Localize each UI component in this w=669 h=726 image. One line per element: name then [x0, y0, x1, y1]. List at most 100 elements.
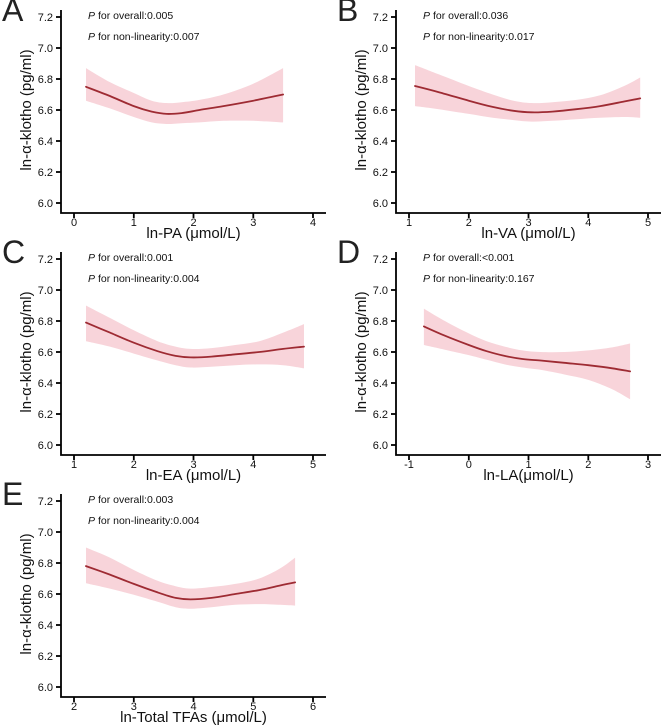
p-symbol: P	[88, 273, 96, 285]
p-nonlinearity-text: for non-linearity:0.167	[432, 273, 535, 285]
p-symbol: P	[88, 10, 96, 22]
svg-text:7.0: 7.0	[373, 43, 388, 55]
svg-text:7.0: 7.0	[38, 285, 53, 297]
svg-text:6.6: 6.6	[38, 589, 53, 601]
svg-text:3: 3	[131, 701, 137, 713]
p-overall-annotation: P for overall:<0.001	[423, 248, 535, 269]
p-overall-annotation: P for overall:0.003	[88, 490, 200, 511]
pvalue-annotations: P for overall:0.003 P for non-linearity:…	[88, 490, 200, 532]
svg-text:ln-LA(μmol/L): ln-LA(μmol/L)	[483, 467, 573, 484]
svg-text:7.2: 7.2	[38, 12, 53, 24]
pvalue-annotations: P for overall:0.001 P for non-linearity:…	[88, 248, 200, 290]
pvalue-annotations: P for overall:0.036 P for non-linearity:…	[423, 6, 535, 48]
svg-text:6.0: 6.0	[38, 440, 53, 452]
svg-text:2: 2	[466, 217, 472, 229]
svg-text:2: 2	[71, 701, 77, 713]
pvalue-annotations: P for overall:<0.001 P for non-linearity…	[423, 248, 535, 290]
svg-text:4: 4	[585, 217, 591, 229]
panel-a: 6.0 6.2 6.4 6.6 6.8 7.0 7.2 0 1 2 3 4 ln-PA (μmol/L)…	[0, 0, 334, 242]
svg-text:4: 4	[250, 459, 256, 471]
svg-text:0: 0	[466, 459, 472, 471]
svg-text:ln-EA (μmol/L): ln-EA (μmol/L)	[146, 467, 241, 484]
svg-text:ln-PA (μmol/L): ln-PA (μmol/L)	[146, 225, 240, 242]
panel-b: 6.0 6.2 6.4 6.6 6.8 7.0 7.2 1 2 3 4 5 ln-VA (μmol/L)…	[335, 0, 669, 242]
panel-e: 6.0 6.2 6.4 6.6 6.8 7.0 7.2 2 3 4 5 6 ln-Total TFAs …	[0, 478, 334, 726]
svg-text:1: 1	[406, 217, 412, 229]
svg-text:1: 1	[71, 459, 77, 471]
svg-text:7.2: 7.2	[373, 254, 388, 266]
svg-text:6.2: 6.2	[373, 167, 388, 179]
svg-text:3: 3	[645, 459, 651, 471]
spline-chart-pa: 6.0 6.2 6.4 6.6 6.8 7.0 7.2 0 1 2 3 4 ln-PA (μmol/L)…	[18, 10, 326, 242]
p-symbol: P	[423, 31, 431, 43]
svg-text:7.0: 7.0	[38, 527, 53, 539]
svg-text:6.0: 6.0	[373, 440, 388, 452]
spline-chart-va: 6.0 6.2 6.4 6.6 6.8 7.0 7.2 1 2 3 4 5 ln-VA (μmol/L)…	[353, 10, 661, 242]
p-symbol: P	[423, 10, 431, 22]
svg-text:3: 3	[250, 217, 256, 229]
p-overall-text: for overall:0.005	[97, 10, 174, 22]
svg-text:6.8: 6.8	[373, 74, 388, 86]
p-nonlinearity-text: for non-linearity:0.007	[97, 31, 200, 43]
svg-text:ln-α-klotho (pg/ml): ln-α-klotho (pg/ml)	[18, 533, 35, 654]
svg-text:3: 3	[190, 459, 196, 471]
svg-text:6.0: 6.0	[373, 198, 388, 210]
svg-text:5: 5	[645, 217, 651, 229]
p-symbol: P	[88, 515, 96, 527]
svg-text:2: 2	[585, 459, 591, 471]
svg-text:2: 2	[131, 459, 137, 471]
spline-chart-total-tfas: 6.0 6.2 6.4 6.6 6.8 7.0 7.2 2 3 4 5 6 ln-Total TFAs …	[18, 494, 326, 726]
p-overall-annotation: P for overall:0.005	[88, 6, 200, 27]
p-nonlinearity-text: for non-linearity:0.017	[432, 31, 535, 43]
svg-text:7.2: 7.2	[373, 12, 388, 24]
p-overall-text: for overall:0.036	[432, 10, 509, 22]
panel-label-b: B	[337, 0, 359, 28]
svg-text:6.8: 6.8	[38, 74, 53, 86]
p-overall-text: for overall:0.003	[97, 494, 174, 506]
p-symbol: P	[423, 252, 431, 264]
p-nonlinearity-text: for non-linearity:0.004	[97, 273, 200, 285]
svg-text:6.6: 6.6	[38, 105, 53, 117]
svg-text:ln-α-klotho (pg/ml): ln-α-klotho (pg/ml)	[18, 291, 35, 412]
panel-label-a: A	[2, 0, 24, 28]
spline-chart-ea: 6.0 6.2 6.4 6.6 6.8 7.0 7.2 1 2 3 4 5 ln-EA (μmol/L)…	[18, 252, 326, 484]
pvalue-annotations: P for overall:0.005 P for non-linearity:…	[88, 6, 200, 48]
svg-text:7.0: 7.0	[38, 43, 53, 55]
svg-text:6.4: 6.4	[38, 620, 53, 632]
panel-label-e: E	[2, 476, 24, 512]
p-symbol: P	[88, 252, 96, 264]
svg-text:5: 5	[250, 701, 256, 713]
p-nonlinearity-annotation: P for non-linearity:0.007	[88, 27, 200, 48]
svg-text:6.2: 6.2	[373, 409, 388, 421]
spline-chart-la: 6.0 6.2 6.4 6.6 6.8 7.0 7.2 -1 0 1 2 3 ln-LA(μmol/L)…	[353, 252, 661, 484]
svg-text:6.0: 6.0	[38, 198, 53, 210]
panel-label-d: D	[337, 234, 361, 270]
panel-label-c: C	[2, 234, 26, 270]
svg-text:7.2: 7.2	[38, 496, 53, 508]
svg-text:6.0: 6.0	[38, 682, 53, 694]
svg-text:6.4: 6.4	[373, 136, 388, 148]
svg-text:1: 1	[525, 459, 531, 471]
panel-c: 6.0 6.2 6.4 6.6 6.8 7.0 7.2 1 2 3 4 5 ln-EA (μmol/L)…	[0, 236, 334, 484]
p-overall-text: for overall:0.001	[97, 252, 174, 264]
svg-text:6.6: 6.6	[38, 347, 53, 359]
p-nonlinearity-annotation: P for non-linearity:0.004	[88, 269, 200, 290]
p-nonlinearity-annotation: P for non-linearity:0.167	[423, 269, 535, 290]
svg-text:ln-VA (μmol/L): ln-VA (μmol/L)	[481, 225, 575, 242]
svg-text:6.8: 6.8	[38, 558, 53, 570]
svg-text:7.0: 7.0	[373, 285, 388, 297]
svg-text:6.6: 6.6	[373, 347, 388, 359]
p-overall-annotation: P for overall:0.036	[423, 6, 535, 27]
p-symbol: P	[423, 273, 431, 285]
svg-text:6.4: 6.4	[373, 378, 388, 390]
svg-text:5: 5	[310, 459, 316, 471]
svg-text:6.8: 6.8	[38, 316, 53, 328]
svg-text:1: 1	[131, 217, 137, 229]
svg-text:6.2: 6.2	[38, 167, 53, 179]
svg-text:ln-α-klotho (pg/ml): ln-α-klotho (pg/ml)	[353, 291, 370, 412]
svg-text:6.6: 6.6	[373, 105, 388, 117]
p-overall-annotation: P for overall:0.001	[88, 248, 200, 269]
svg-text:ln-α-klotho (pg/ml): ln-α-klotho (pg/ml)	[18, 49, 35, 170]
svg-text:2: 2	[190, 217, 196, 229]
